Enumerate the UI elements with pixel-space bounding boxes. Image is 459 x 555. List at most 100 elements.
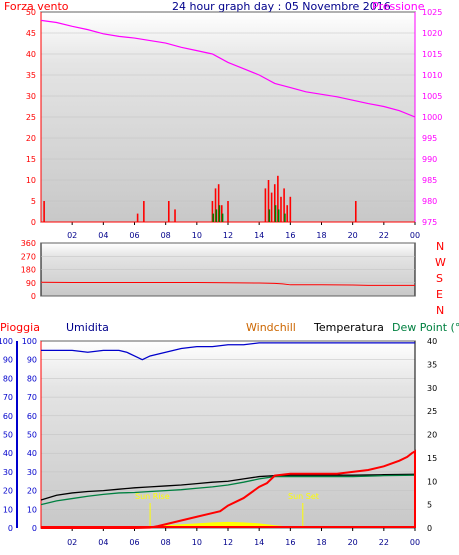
top-left-tick-label: 50 <box>26 8 36 17</box>
top-x-tick-label: 22 <box>379 231 389 240</box>
mid-left-tick-label: 180 <box>21 266 36 275</box>
bottom-left-tick-label: 70 <box>3 393 13 402</box>
bottom-left-tick-label-2: 0 <box>32 524 37 533</box>
top-right-tick-label: 990 <box>422 155 437 164</box>
bottom-left-tick-label-2: 100 <box>22 337 37 346</box>
bottom-left-tick-label: 100 <box>0 337 13 346</box>
top-right-tick-label: 1015 <box>422 50 442 59</box>
bottom-x-tick-label: 10 <box>192 538 202 547</box>
top-left-tick-label: 40 <box>26 50 36 59</box>
top-x-tick-label: 04 <box>98 231 108 240</box>
dir-label-n-top: N <box>436 240 444 253</box>
bottom-left-tick-label: 20 <box>3 487 13 496</box>
top-left-tick-label: 5 <box>31 197 36 206</box>
bottom-left-tick-label: 60 <box>3 412 13 421</box>
bottom-left-tick-label-2: 80 <box>27 374 37 383</box>
bottom-left-tick-label-2: 30 <box>27 468 37 477</box>
bottom-right-tick-label: 10 <box>427 477 437 486</box>
temperature-line <box>40 473 416 501</box>
top-x-tick-label: 20 <box>348 231 358 240</box>
top-x-tick-label: 00 <box>410 231 420 240</box>
top-x-tick-label: 12 <box>223 231 233 240</box>
bottom-left-tick-label: 40 <box>3 449 13 458</box>
bottom-x-tick-label: 02 <box>67 538 77 547</box>
bottom-left-tick-label: 0 <box>8 524 13 533</box>
top-left-tick-label: 35 <box>26 71 36 80</box>
top-right-tick-label: 975 <box>422 218 437 227</box>
bottom-x-tick-label: 12 <box>223 538 233 547</box>
bottom-x-tick-label: 08 <box>161 538 171 547</box>
dewpoint-label: Dew Point (°C <box>392 321 459 334</box>
mid-left-tick-label: 360 <box>21 239 36 248</box>
pressure-label: Pressione <box>372 0 425 13</box>
bottom-right-tick-label: 40 <box>427 337 437 346</box>
top-left-tick-label: 30 <box>26 92 36 101</box>
top-right-tick-label: 1025 <box>422 8 442 17</box>
top-x-tick-label: 14 <box>254 231 264 240</box>
bottom-x-tick-label: 20 <box>348 538 358 547</box>
top-left-tick-label: 0 <box>31 218 36 227</box>
wind-speed-label: Forza vento <box>4 0 69 13</box>
windchill-label: Windchill <box>246 321 296 334</box>
bottom-left-tick-label: 50 <box>3 431 13 440</box>
bottom-left-tick-label-2: 50 <box>27 431 37 440</box>
top-left-tick-label: 25 <box>26 113 36 122</box>
bottom-right-tick-label: 20 <box>427 431 437 440</box>
bottom-x-tick-label: 22 <box>379 538 389 547</box>
dewpoint-line <box>40 474 416 506</box>
top-x-tick-label: 06 <box>129 231 139 240</box>
bottom-left-tick-label-2: 20 <box>27 487 37 496</box>
bottom-right-tick-label: 30 <box>427 384 437 393</box>
top-left-tick-label: 15 <box>26 155 36 164</box>
bottom-x-tick-label: 16 <box>285 538 295 547</box>
humidity-label: Umidita <box>66 321 109 334</box>
mid-left-tick-label: 90 <box>26 279 36 288</box>
dir-label-w: W <box>435 256 446 269</box>
bottom-left-tick-label-2: 40 <box>27 449 37 458</box>
top-right-tick-label: 1020 <box>422 29 442 38</box>
mid-left-tick-label: 0 <box>31 292 36 301</box>
bottom-left-tick-label-2: 10 <box>27 505 37 514</box>
bottom-right-tick-label: 25 <box>427 407 437 416</box>
top-left-tick-label: 10 <box>26 176 36 185</box>
sunset-label: Sun Set <box>288 492 319 501</box>
bottom-left-tick-label: 30 <box>3 468 13 477</box>
top-x-tick-label: 10 <box>192 231 202 240</box>
top-x-tick-label: 18 <box>316 231 326 240</box>
dir-label-n-bottom: N <box>436 304 444 317</box>
sunshine-area <box>41 521 415 528</box>
bottom-x-tick-label: 18 <box>316 538 326 547</box>
top-x-tick-label: 02 <box>67 231 77 240</box>
temperature-label: Temperatura <box>313 321 384 334</box>
top-right-tick-label: 980 <box>422 197 437 206</box>
humidity-line <box>41 342 415 361</box>
top-left-tick-label: 20 <box>26 134 36 143</box>
bottom-left-tick-label-2: 70 <box>27 393 37 402</box>
mid-left-tick-label: 270 <box>21 252 36 261</box>
bottom-right-tick-label: 5 <box>427 501 432 510</box>
bottom-right-tick-label: 0 <box>427 524 432 533</box>
chart-title: 24 hour graph day : 05 Novembre 2016 <box>172 0 391 13</box>
bottom-right-tick-label: 35 <box>427 360 437 369</box>
bottom-left-tick-label: 80 <box>3 374 13 383</box>
wind-direction-line <box>40 281 415 286</box>
bottom-left-tick-label-2: 90 <box>27 356 37 365</box>
top-right-tick-label: 995 <box>422 134 437 143</box>
pressure-line <box>40 19 416 118</box>
bottom-left-tick-label: 90 <box>3 356 13 365</box>
bottom-right-tick-label: 15 <box>427 454 437 463</box>
bottom-left-tick-label-2: 60 <box>27 412 37 421</box>
top-x-tick-label: 08 <box>161 231 171 240</box>
top-x-tick-label: 16 <box>285 231 295 240</box>
top-right-tick-label: 985 <box>422 176 437 185</box>
top-right-tick-label: 1000 <box>422 113 442 122</box>
dir-label-e: E <box>436 288 443 301</box>
bottom-left-tick-label: 10 <box>3 505 13 514</box>
top-right-tick-label: 1010 <box>422 71 442 80</box>
rain-label: Pioggia <box>0 321 40 334</box>
dir-label-s: S <box>436 272 443 285</box>
bottom-x-tick-label: 06 <box>129 538 139 547</box>
bottom-x-tick-label: 04 <box>98 538 108 547</box>
bottom-x-tick-label: 00 <box>410 538 420 547</box>
top-left-tick-label: 45 <box>26 29 36 38</box>
